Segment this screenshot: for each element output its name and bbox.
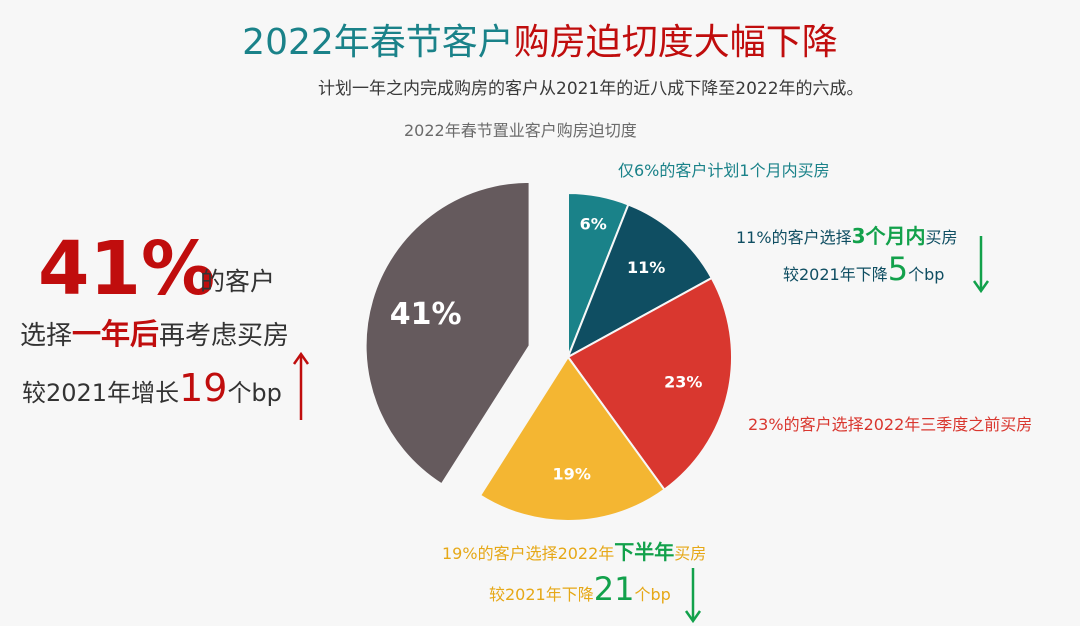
pie-slice-41 <box>364 180 531 486</box>
annotation-11-pre: 11%的客户选择 <box>736 228 852 247</box>
page-subtitle: 计划一年之内完成购房的客户从2021年的近八成下降至2022年的六成。 <box>318 79 864 99</box>
left-line2-pre: 选择 <box>20 321 73 351</box>
annotation-11-sub-num: 5 <box>887 250 909 288</box>
annotation-11: 11%的客户选择3个月内买房 <box>736 220 958 249</box>
annotation-11-sub-post: 个bp <box>908 265 945 284</box>
annotation-11-sub: 较2021年下降5个bp <box>783 250 944 288</box>
annotation-19-pre: 19%的客户选择2022年 <box>442 544 615 563</box>
annotation-23: 23%的客户选择2022年三季度之前买房 <box>748 415 1033 434</box>
left-suffix: 的客户 <box>200 267 276 296</box>
left-line3: 较2021年增长19个bp <box>22 366 282 410</box>
annotation-19-sub-pre: 较2021年下降 <box>489 585 594 604</box>
slice-label-23: 23% <box>664 372 702 391</box>
left-line3-num: 19 <box>179 366 228 410</box>
slice-label-41: 41% <box>390 297 462 332</box>
left-line3-post: 个bp <box>227 379 282 407</box>
chart-title: 2022年春节置业客户购房迫切度 <box>404 121 637 140</box>
left-line2: 选择一年后再考虑买房 <box>20 311 289 353</box>
pie-slice-19 <box>478 355 666 522</box>
annotation-6: 仅6%的客户计划1个月内买房 <box>618 161 830 180</box>
annotation-19-sub-post: 个bp <box>634 585 671 604</box>
slice-label-6: 6% <box>580 214 607 233</box>
annotation-11-post: 买房 <box>925 228 958 247</box>
annotation-19: 19%的客户选择2022年下半年买房 <box>442 536 706 565</box>
left-line3-pre: 较2021年增长 <box>22 379 180 407</box>
pie-slice-11 <box>566 203 714 360</box>
left-line2-emph: 一年后 <box>72 317 160 351</box>
down-arrow-icon <box>684 568 702 624</box>
annotation-19-sub: 较2021年下降21个bp <box>489 570 671 608</box>
slice-label-19: 19% <box>553 465 591 484</box>
pie-slice-23 <box>566 276 733 492</box>
annotation-11-emph: 3个月内 <box>851 224 926 248</box>
annotation-19-post: 买房 <box>674 544 707 563</box>
annotation-19-sub-num: 21 <box>593 570 635 608</box>
page-title: 2022年春节客户购房迫切度大幅下降 <box>0 18 1080 68</box>
left-big-percent: 41% <box>38 226 216 312</box>
down-arrow-icon <box>972 236 990 294</box>
up-arrow-icon <box>292 351 310 420</box>
slice-label-11: 11% <box>627 258 665 277</box>
title-part1: 2022年春节客户 <box>242 22 514 63</box>
title-part2: 购房迫切度大幅下降 <box>513 22 838 63</box>
left-line2-post: 再考虑买房 <box>159 321 290 351</box>
annotation-19-emph: 下半年 <box>614 540 675 564</box>
annotation-11-sub-pre: 较2021年下降 <box>783 265 888 284</box>
